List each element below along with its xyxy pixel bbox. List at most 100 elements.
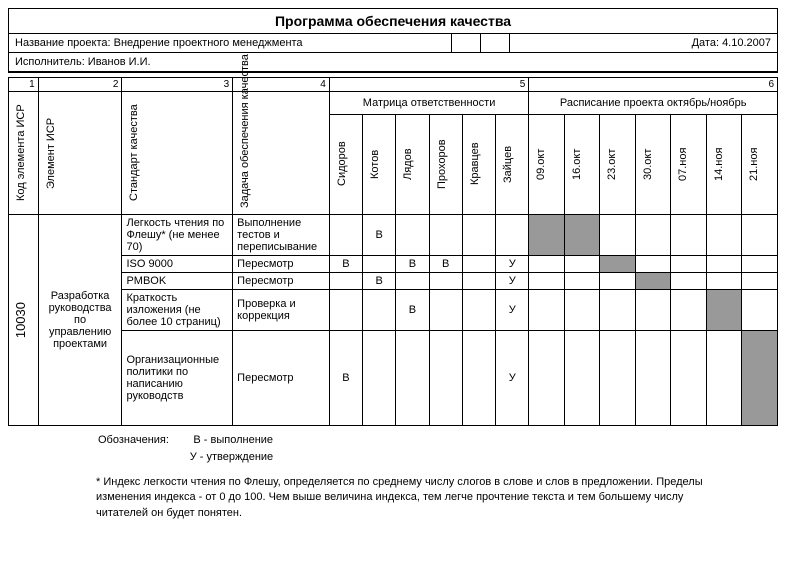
- schedule-cell: [742, 256, 778, 273]
- schedule-cell: [600, 290, 636, 331]
- schedule-cell: [742, 273, 778, 290]
- table-row: Краткость изложения (не более 10 страниц…: [9, 290, 778, 331]
- date-header: 07.ноя: [671, 114, 707, 214]
- performer-label: Исполнитель: Иванов И.И.: [9, 53, 778, 73]
- schedule-cell: [706, 331, 742, 426]
- person-header: Сидоров: [329, 114, 362, 214]
- schedule-cell: [529, 331, 565, 426]
- schedule-cell: [742, 331, 778, 426]
- resp-cell: [462, 256, 495, 273]
- date-header: 14.ноя: [706, 114, 742, 214]
- schedule-cell: [635, 256, 671, 273]
- spacer: [452, 34, 481, 53]
- schedule-cell: [529, 256, 565, 273]
- person-header: Прохоров: [429, 114, 462, 214]
- resp-cell: [396, 331, 429, 426]
- person-header: Лядов: [396, 114, 429, 214]
- schedule-cell: [529, 215, 565, 256]
- schedule-cell: [600, 256, 636, 273]
- col-num: 2: [38, 78, 122, 92]
- task-cell: Проверка и коррекция: [233, 290, 330, 331]
- table-row: PMBOKПересмотрВУ: [9, 273, 778, 290]
- person-header: Кравцев: [462, 114, 495, 214]
- resp-cell: [462, 331, 495, 426]
- schedule-cell: [706, 273, 742, 290]
- header-element: Элемент ИСР: [38, 92, 122, 215]
- resp-cell: [429, 215, 462, 256]
- schedule-cell: [600, 331, 636, 426]
- resp-cell: В: [429, 256, 462, 273]
- resp-cell: У: [496, 331, 529, 426]
- resp-cell: [329, 215, 362, 256]
- schedule-cell: [564, 215, 600, 256]
- header-code: Код элемента ИСР: [9, 92, 39, 215]
- legend: Обозначения: В - выполнение У - утвержде…: [98, 432, 778, 465]
- resp-cell: [396, 273, 429, 290]
- resp-cell: [429, 290, 462, 331]
- schedule-cell: [564, 256, 600, 273]
- schedule-cell: [529, 273, 565, 290]
- resp-cell: В: [329, 256, 362, 273]
- schedule-cell: [671, 290, 707, 331]
- date-header: 16.окт: [564, 114, 600, 214]
- task-cell: Выполнение тестов и переписывание: [233, 215, 330, 256]
- table-row: 10030Разработка руководства по управлени…: [9, 215, 778, 256]
- resp-cell: [329, 273, 362, 290]
- header-schedule: Расписание проекта октябрь/ноябрь: [529, 92, 778, 115]
- legend-label: Обозначения:: [98, 434, 169, 446]
- resp-cell: [462, 215, 495, 256]
- header-matrix: Матрица ответственности: [329, 92, 529, 115]
- col-num: 1: [9, 78, 39, 92]
- resp-cell: [429, 273, 462, 290]
- standard-cell: PMBOK: [122, 273, 233, 290]
- schedule-cell: [564, 290, 600, 331]
- resp-cell: [462, 273, 495, 290]
- standard-cell: Краткость изложения (не более 10 страниц…: [122, 290, 233, 331]
- table-row: Организационные политики по написанию ру…: [9, 331, 778, 426]
- person-header: Котов: [363, 114, 396, 214]
- header-task: Задача обеспечения качества: [233, 92, 330, 215]
- resp-cell: [363, 290, 396, 331]
- schedule-cell: [635, 331, 671, 426]
- schedule-cell: [671, 273, 707, 290]
- project-label: Название проекта: Внедрение проектного м…: [9, 34, 452, 53]
- resp-cell: У: [496, 256, 529, 273]
- resp-cell: У: [496, 290, 529, 331]
- schedule-cell: [671, 331, 707, 426]
- legend-line: В - выполнение: [193, 434, 273, 446]
- task-cell: Пересмотр: [233, 331, 330, 426]
- col-num: 5: [329, 78, 529, 92]
- resp-cell: У: [496, 273, 529, 290]
- resp-cell: [429, 331, 462, 426]
- header-table: Программа обеспечения качества Название …: [8, 8, 778, 73]
- schedule-cell: [706, 215, 742, 256]
- schedule-cell: [671, 215, 707, 256]
- col-num: 3: [122, 78, 233, 92]
- spacer: [481, 34, 510, 53]
- resp-cell: В: [363, 215, 396, 256]
- resp-cell: [462, 290, 495, 331]
- schedule-cell: [600, 273, 636, 290]
- main-table: 123456 Код элемента ИСРЭлемент ИСРСтанда…: [8, 77, 778, 426]
- standard-cell: Легкость чтения по Флешу* (не менее 70): [122, 215, 233, 256]
- legend-line: У - утверждение: [190, 451, 274, 463]
- resp-cell: В: [329, 331, 362, 426]
- person-header: Зайцев: [496, 114, 529, 214]
- schedule-cell: [635, 290, 671, 331]
- standard-cell: ISO 9000: [122, 256, 233, 273]
- task-cell: Пересмотр: [233, 273, 330, 290]
- resp-cell: [329, 290, 362, 331]
- schedule-cell: [706, 290, 742, 331]
- resp-cell: В: [396, 256, 429, 273]
- col-num: 6: [529, 78, 778, 92]
- task-cell: Пересмотр: [233, 256, 330, 273]
- schedule-cell: [635, 215, 671, 256]
- footnote: * Индекс легкости чтения по Флешу, опред…: [96, 475, 736, 521]
- date-header: 23.окт: [600, 114, 636, 214]
- schedule-cell: [635, 273, 671, 290]
- schedule-cell: [529, 290, 565, 331]
- schedule-cell: [564, 273, 600, 290]
- schedule-cell: [742, 215, 778, 256]
- schedule-cell: [742, 290, 778, 331]
- resp-cell: [363, 256, 396, 273]
